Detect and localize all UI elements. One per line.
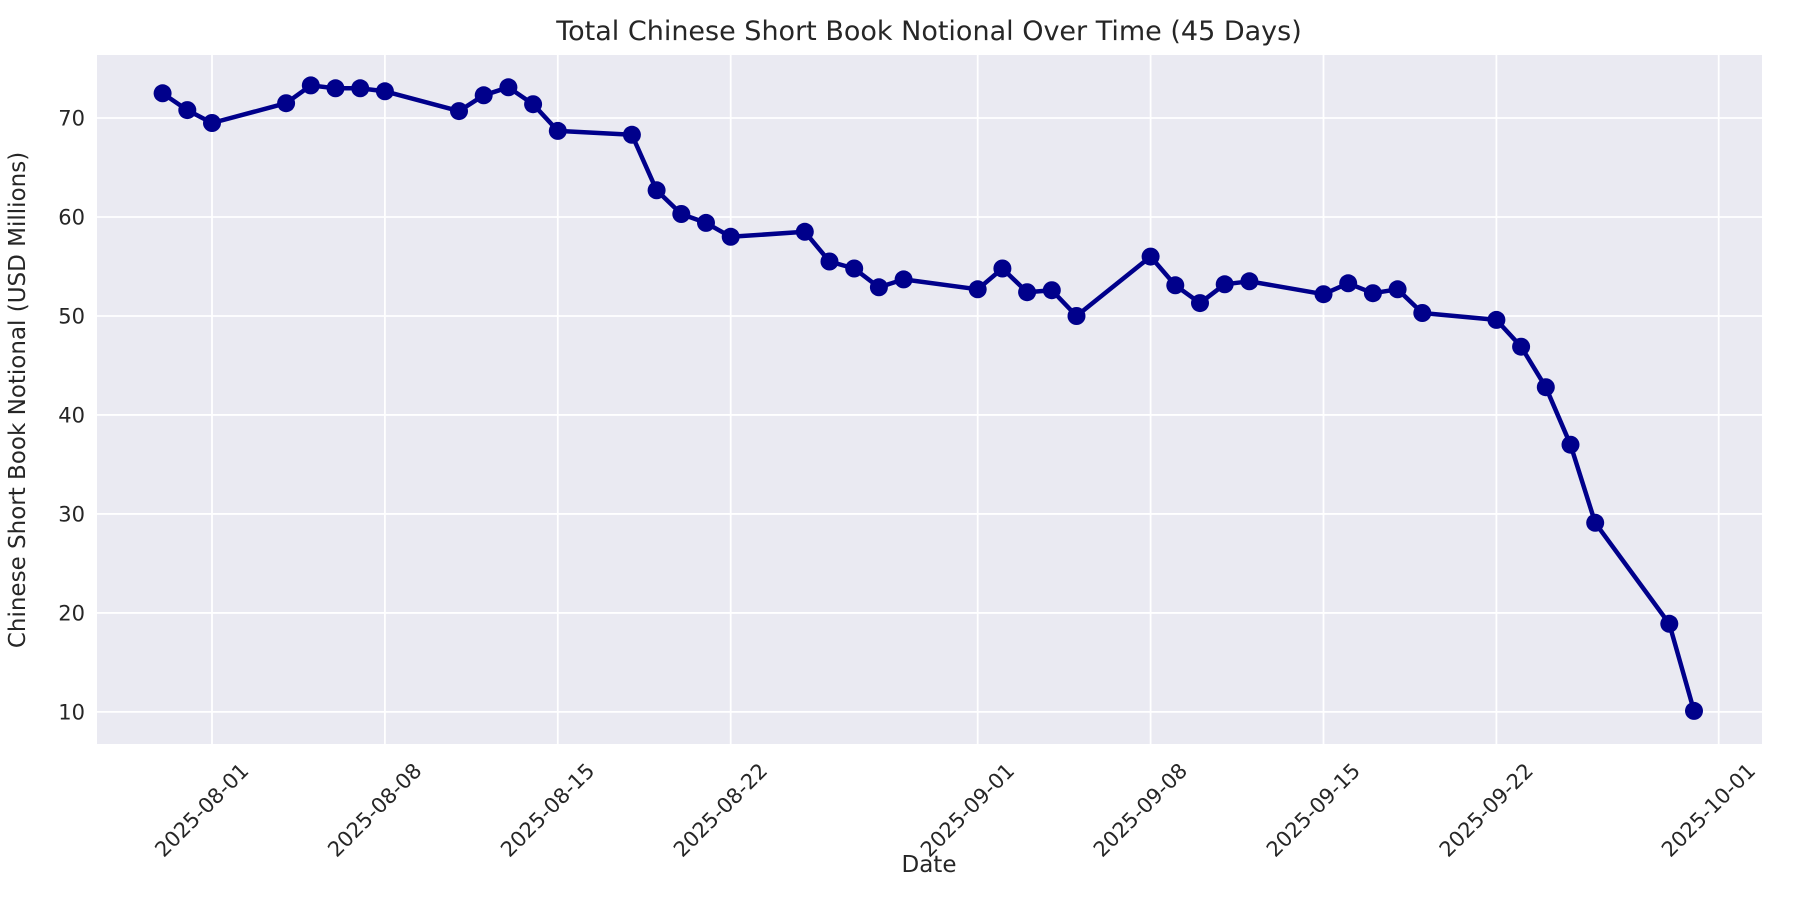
data-point: [153, 84, 172, 103]
y-axis-label: Chinese Short Book Notional (USD Million…: [5, 152, 31, 648]
data-point: [1240, 272, 1259, 291]
data-point: [647, 181, 666, 200]
data-point: [1487, 310, 1506, 329]
x-tick-label: 2025-10-01: [1657, 759, 1760, 862]
data-point: [820, 252, 839, 271]
data-point: [869, 278, 888, 297]
y-tick-label: 50: [58, 304, 85, 328]
data-point: [622, 125, 641, 144]
line-series: [153, 76, 1703, 720]
x-tick-label: 2025-08-08: [323, 759, 426, 862]
data-point: [326, 79, 345, 98]
data-point: [203, 114, 221, 132]
data-point: [375, 82, 394, 101]
data-point: [845, 259, 864, 278]
y-tick-label: 30: [58, 502, 85, 526]
data-point: [968, 280, 987, 299]
data-point: [1339, 274, 1358, 293]
x-tick-label: 2025-09-22: [1435, 759, 1538, 862]
y-tick-label: 70: [58, 107, 85, 131]
x-tick-label: 2025-08-22: [669, 759, 772, 862]
data-point: [1561, 435, 1580, 454]
x-tick-label: 2025-09-01: [916, 759, 1019, 862]
y-tick-label: 10: [58, 700, 85, 724]
x-tick-label: 2025-09-15: [1262, 759, 1365, 862]
data-point: [548, 121, 567, 140]
data-point: [1363, 284, 1382, 303]
data-point: [993, 259, 1012, 278]
chart-title: Total Chinese Short Book Notional Over T…: [555, 16, 1302, 47]
data-point: [301, 76, 320, 95]
data-point: [894, 270, 913, 289]
data-point: [474, 86, 493, 105]
data-point: [277, 94, 296, 113]
data-point: [1512, 337, 1531, 356]
data-point: [1685, 701, 1703, 720]
data-point: [1586, 513, 1605, 532]
data-point: [672, 205, 691, 223]
data-point: [351, 79, 370, 98]
data-point: [1042, 281, 1061, 300]
y-tick-label: 40: [58, 403, 85, 427]
x-axis-ticks: 2025-08-01 2025-08-08 2025-08-15 2025-08-22…: [150, 759, 1760, 862]
x-tick-label: 2025-08-15: [496, 759, 599, 862]
data-point: [1191, 294, 1209, 313]
data-point: [1413, 304, 1432, 322]
data-point: [1018, 283, 1037, 302]
plot-area: [97, 55, 1762, 744]
data-point: [1388, 280, 1407, 299]
data-point: [524, 95, 543, 114]
data-point: [795, 222, 814, 241]
x-tick-label: 2025-08-01: [150, 759, 253, 862]
data-point: [1660, 614, 1679, 633]
data-point: [1067, 307, 1086, 325]
data-point: [1166, 276, 1185, 295]
data-point: [178, 101, 197, 120]
data-point: [1314, 285, 1333, 304]
data-point: [1536, 378, 1555, 397]
y-tick-label: 60: [58, 206, 85, 230]
data-point: [721, 227, 740, 246]
y-axis-ticks: 10 20 30 40 50 60 70: [58, 107, 85, 725]
y-tick-label: 20: [58, 601, 85, 625]
data-point: [450, 102, 468, 121]
x-tick-label: 2025-09-08: [1089, 759, 1192, 862]
data-point: [499, 78, 518, 97]
data-point: [1141, 247, 1160, 266]
x-axis-label: Date: [902, 852, 957, 878]
data-point: [697, 213, 715, 232]
data-point: [1215, 275, 1234, 294]
gridlines: [97, 55, 1762, 744]
